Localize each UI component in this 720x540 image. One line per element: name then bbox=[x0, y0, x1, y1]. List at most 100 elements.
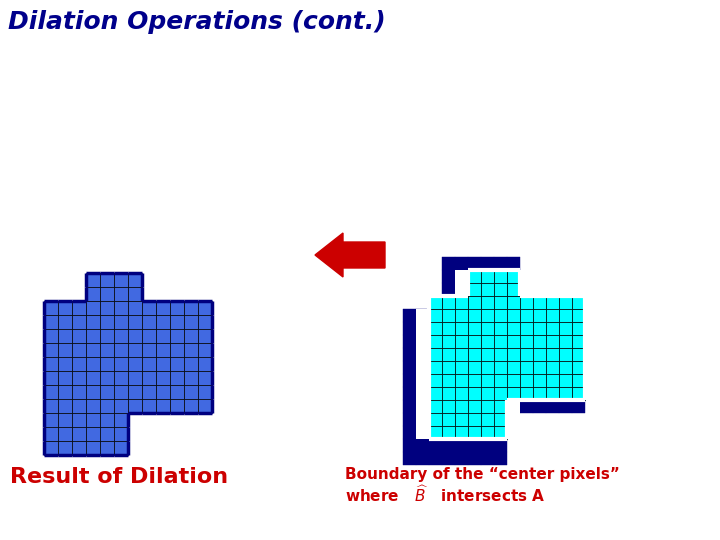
Bar bbox=[468, 322, 481, 335]
Bar bbox=[184, 301, 198, 315]
Bar bbox=[481, 309, 494, 322]
Bar bbox=[468, 413, 481, 426]
Bar bbox=[481, 348, 494, 361]
Bar bbox=[429, 361, 442, 374]
Bar bbox=[481, 309, 494, 322]
Bar bbox=[468, 322, 481, 335]
Bar bbox=[455, 296, 468, 309]
Bar bbox=[507, 361, 520, 374]
Bar bbox=[184, 399, 198, 413]
Bar bbox=[100, 413, 114, 427]
Bar bbox=[86, 413, 100, 427]
Bar bbox=[481, 335, 494, 348]
Bar bbox=[572, 335, 585, 348]
Bar bbox=[429, 361, 442, 374]
Bar bbox=[429, 335, 442, 348]
Bar bbox=[429, 413, 442, 426]
Bar bbox=[128, 399, 142, 413]
Bar bbox=[429, 348, 442, 361]
Bar bbox=[170, 301, 184, 315]
Bar bbox=[403, 361, 416, 374]
Bar bbox=[429, 387, 442, 400]
Bar bbox=[546, 322, 559, 335]
Bar bbox=[520, 296, 533, 309]
Bar bbox=[416, 374, 429, 387]
Bar bbox=[468, 426, 481, 439]
Bar bbox=[128, 371, 142, 385]
Bar bbox=[429, 413, 442, 426]
Bar bbox=[403, 452, 416, 465]
Bar bbox=[455, 400, 468, 413]
Bar bbox=[494, 296, 507, 309]
Bar bbox=[572, 387, 585, 400]
Bar bbox=[494, 348, 507, 361]
Bar bbox=[442, 309, 455, 322]
Bar bbox=[86, 343, 100, 357]
Bar bbox=[559, 309, 572, 322]
Bar bbox=[142, 371, 156, 385]
Bar bbox=[520, 309, 533, 322]
Bar bbox=[572, 322, 585, 335]
Bar bbox=[572, 361, 585, 374]
Bar bbox=[442, 426, 455, 439]
Bar bbox=[468, 270, 481, 283]
Bar bbox=[403, 374, 416, 387]
Bar bbox=[58, 413, 72, 427]
Bar bbox=[72, 357, 86, 371]
Bar bbox=[546, 374, 559, 387]
Bar bbox=[100, 441, 114, 455]
Bar bbox=[520, 322, 533, 335]
Bar bbox=[494, 322, 507, 335]
Bar bbox=[481, 335, 494, 348]
Bar bbox=[416, 439, 429, 452]
Bar bbox=[455, 374, 468, 387]
Bar bbox=[559, 335, 572, 348]
Bar bbox=[128, 385, 142, 399]
Bar bbox=[468, 309, 481, 322]
Bar bbox=[520, 309, 533, 322]
Bar bbox=[198, 343, 212, 357]
Bar bbox=[170, 385, 184, 399]
Bar bbox=[156, 399, 170, 413]
Bar bbox=[481, 348, 494, 361]
Bar bbox=[128, 357, 142, 371]
Bar bbox=[170, 371, 184, 385]
Bar bbox=[114, 287, 128, 301]
Bar bbox=[533, 322, 546, 335]
Bar bbox=[72, 399, 86, 413]
Bar bbox=[481, 283, 494, 296]
Bar bbox=[128, 273, 142, 287]
Bar bbox=[481, 413, 494, 426]
Bar bbox=[442, 387, 455, 400]
Bar bbox=[442, 400, 455, 413]
Bar bbox=[520, 374, 533, 387]
Bar bbox=[455, 374, 468, 387]
Bar bbox=[142, 315, 156, 329]
Bar bbox=[481, 426, 494, 439]
Bar bbox=[442, 335, 455, 348]
Bar bbox=[442, 400, 455, 413]
Bar bbox=[403, 413, 416, 426]
Bar bbox=[100, 329, 114, 343]
Bar bbox=[429, 322, 442, 335]
Bar bbox=[416, 309, 429, 322]
Bar bbox=[533, 322, 546, 335]
Bar bbox=[416, 348, 429, 361]
Bar bbox=[533, 361, 546, 374]
Bar bbox=[520, 361, 533, 374]
Bar bbox=[184, 357, 198, 371]
Bar bbox=[455, 270, 468, 283]
Bar bbox=[559, 348, 572, 361]
Bar bbox=[416, 348, 429, 361]
Bar bbox=[481, 296, 494, 309]
Bar bbox=[429, 374, 442, 387]
Bar bbox=[442, 361, 455, 374]
Bar bbox=[416, 309, 429, 322]
Bar bbox=[198, 315, 212, 329]
Bar bbox=[442, 387, 455, 400]
Bar bbox=[429, 335, 442, 348]
Bar bbox=[416, 426, 429, 439]
Bar bbox=[559, 348, 572, 361]
Bar bbox=[128, 287, 142, 301]
Bar bbox=[455, 335, 468, 348]
